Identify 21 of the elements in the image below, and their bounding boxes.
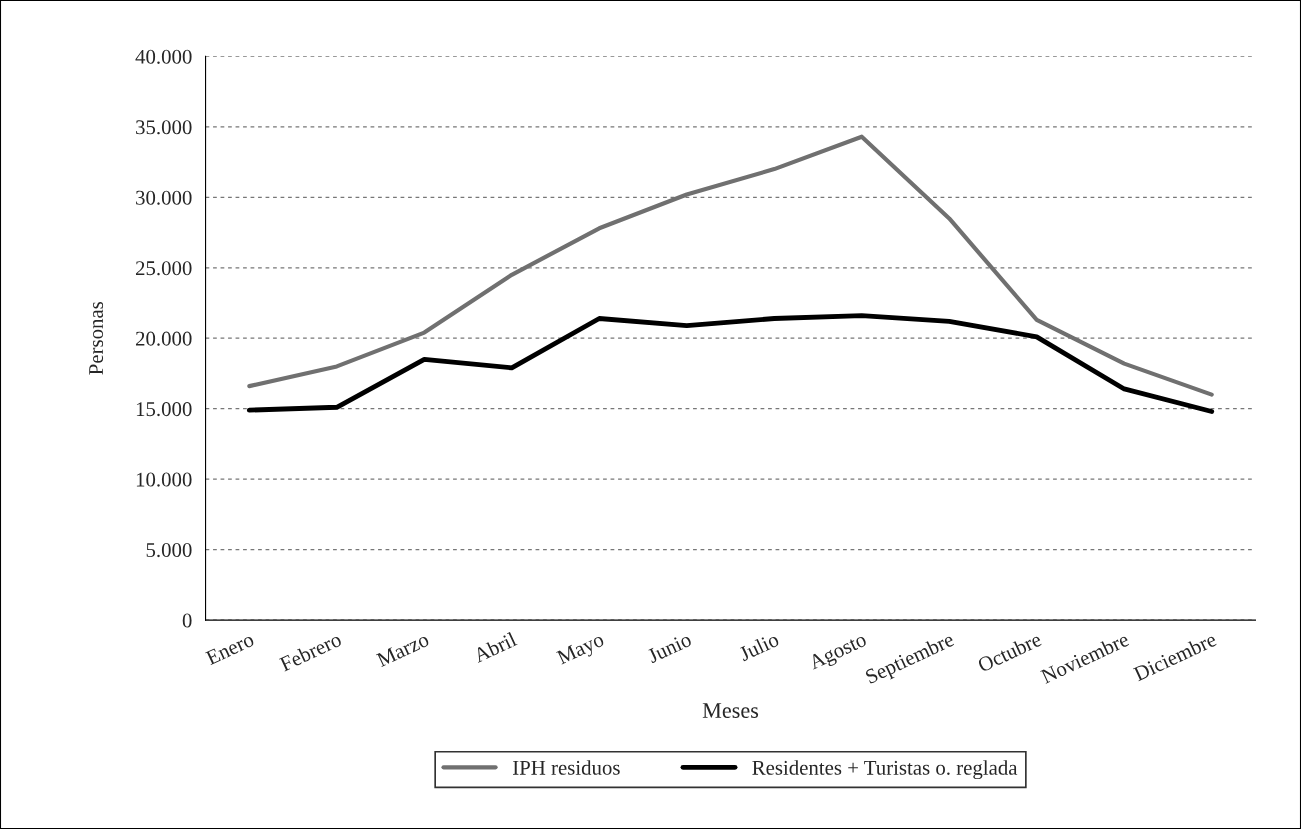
y-tick-label: 25.000 — [135, 261, 192, 276]
y-tick-label: 0 — [182, 613, 192, 628]
x-axis-title: Meses — [702, 703, 759, 718]
x-tick-label: Abril — [472, 631, 518, 663]
y-tick-label: 10.000 — [136, 472, 192, 487]
legend-label: Residentes + Turistas o. reglada — [752, 760, 1018, 780]
x-tick-label: Julio — [737, 631, 780, 662]
x-tick-label: Febrero — [278, 631, 343, 672]
y-axis-title: Personas — [89, 301, 104, 375]
y-tick-label: 20.000 — [135, 331, 192, 346]
legend-label: IPH residuos — [513, 760, 620, 775]
x-tick-label: Enero — [205, 632, 255, 666]
y-tick-label: 30.000 — [136, 190, 192, 205]
x-tick-label: Mayo — [556, 632, 607, 669]
y-tick-label: 5.000 — [146, 543, 192, 558]
y-tick-label: 15.000 — [136, 402, 192, 417]
x-tick-label: Junio — [646, 632, 693, 664]
line-series — [246, 313, 1215, 414]
y-tick-label: 35.000 — [136, 120, 192, 135]
x-tick-label: Marzo — [375, 632, 430, 668]
y-tick-label: 40.000 — [135, 49, 192, 64]
